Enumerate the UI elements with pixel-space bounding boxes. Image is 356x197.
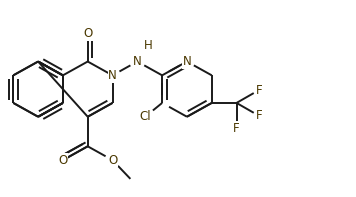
Text: N: N <box>183 55 191 68</box>
Text: N: N <box>108 69 117 82</box>
Text: N: N <box>133 55 142 68</box>
Text: O: O <box>108 154 117 167</box>
Text: F: F <box>256 109 262 122</box>
Text: O: O <box>83 27 92 40</box>
Text: Cl: Cl <box>140 110 151 123</box>
Text: H: H <box>144 39 153 52</box>
Text: F: F <box>256 84 262 97</box>
Text: F: F <box>233 122 240 135</box>
Text: O: O <box>58 154 68 167</box>
